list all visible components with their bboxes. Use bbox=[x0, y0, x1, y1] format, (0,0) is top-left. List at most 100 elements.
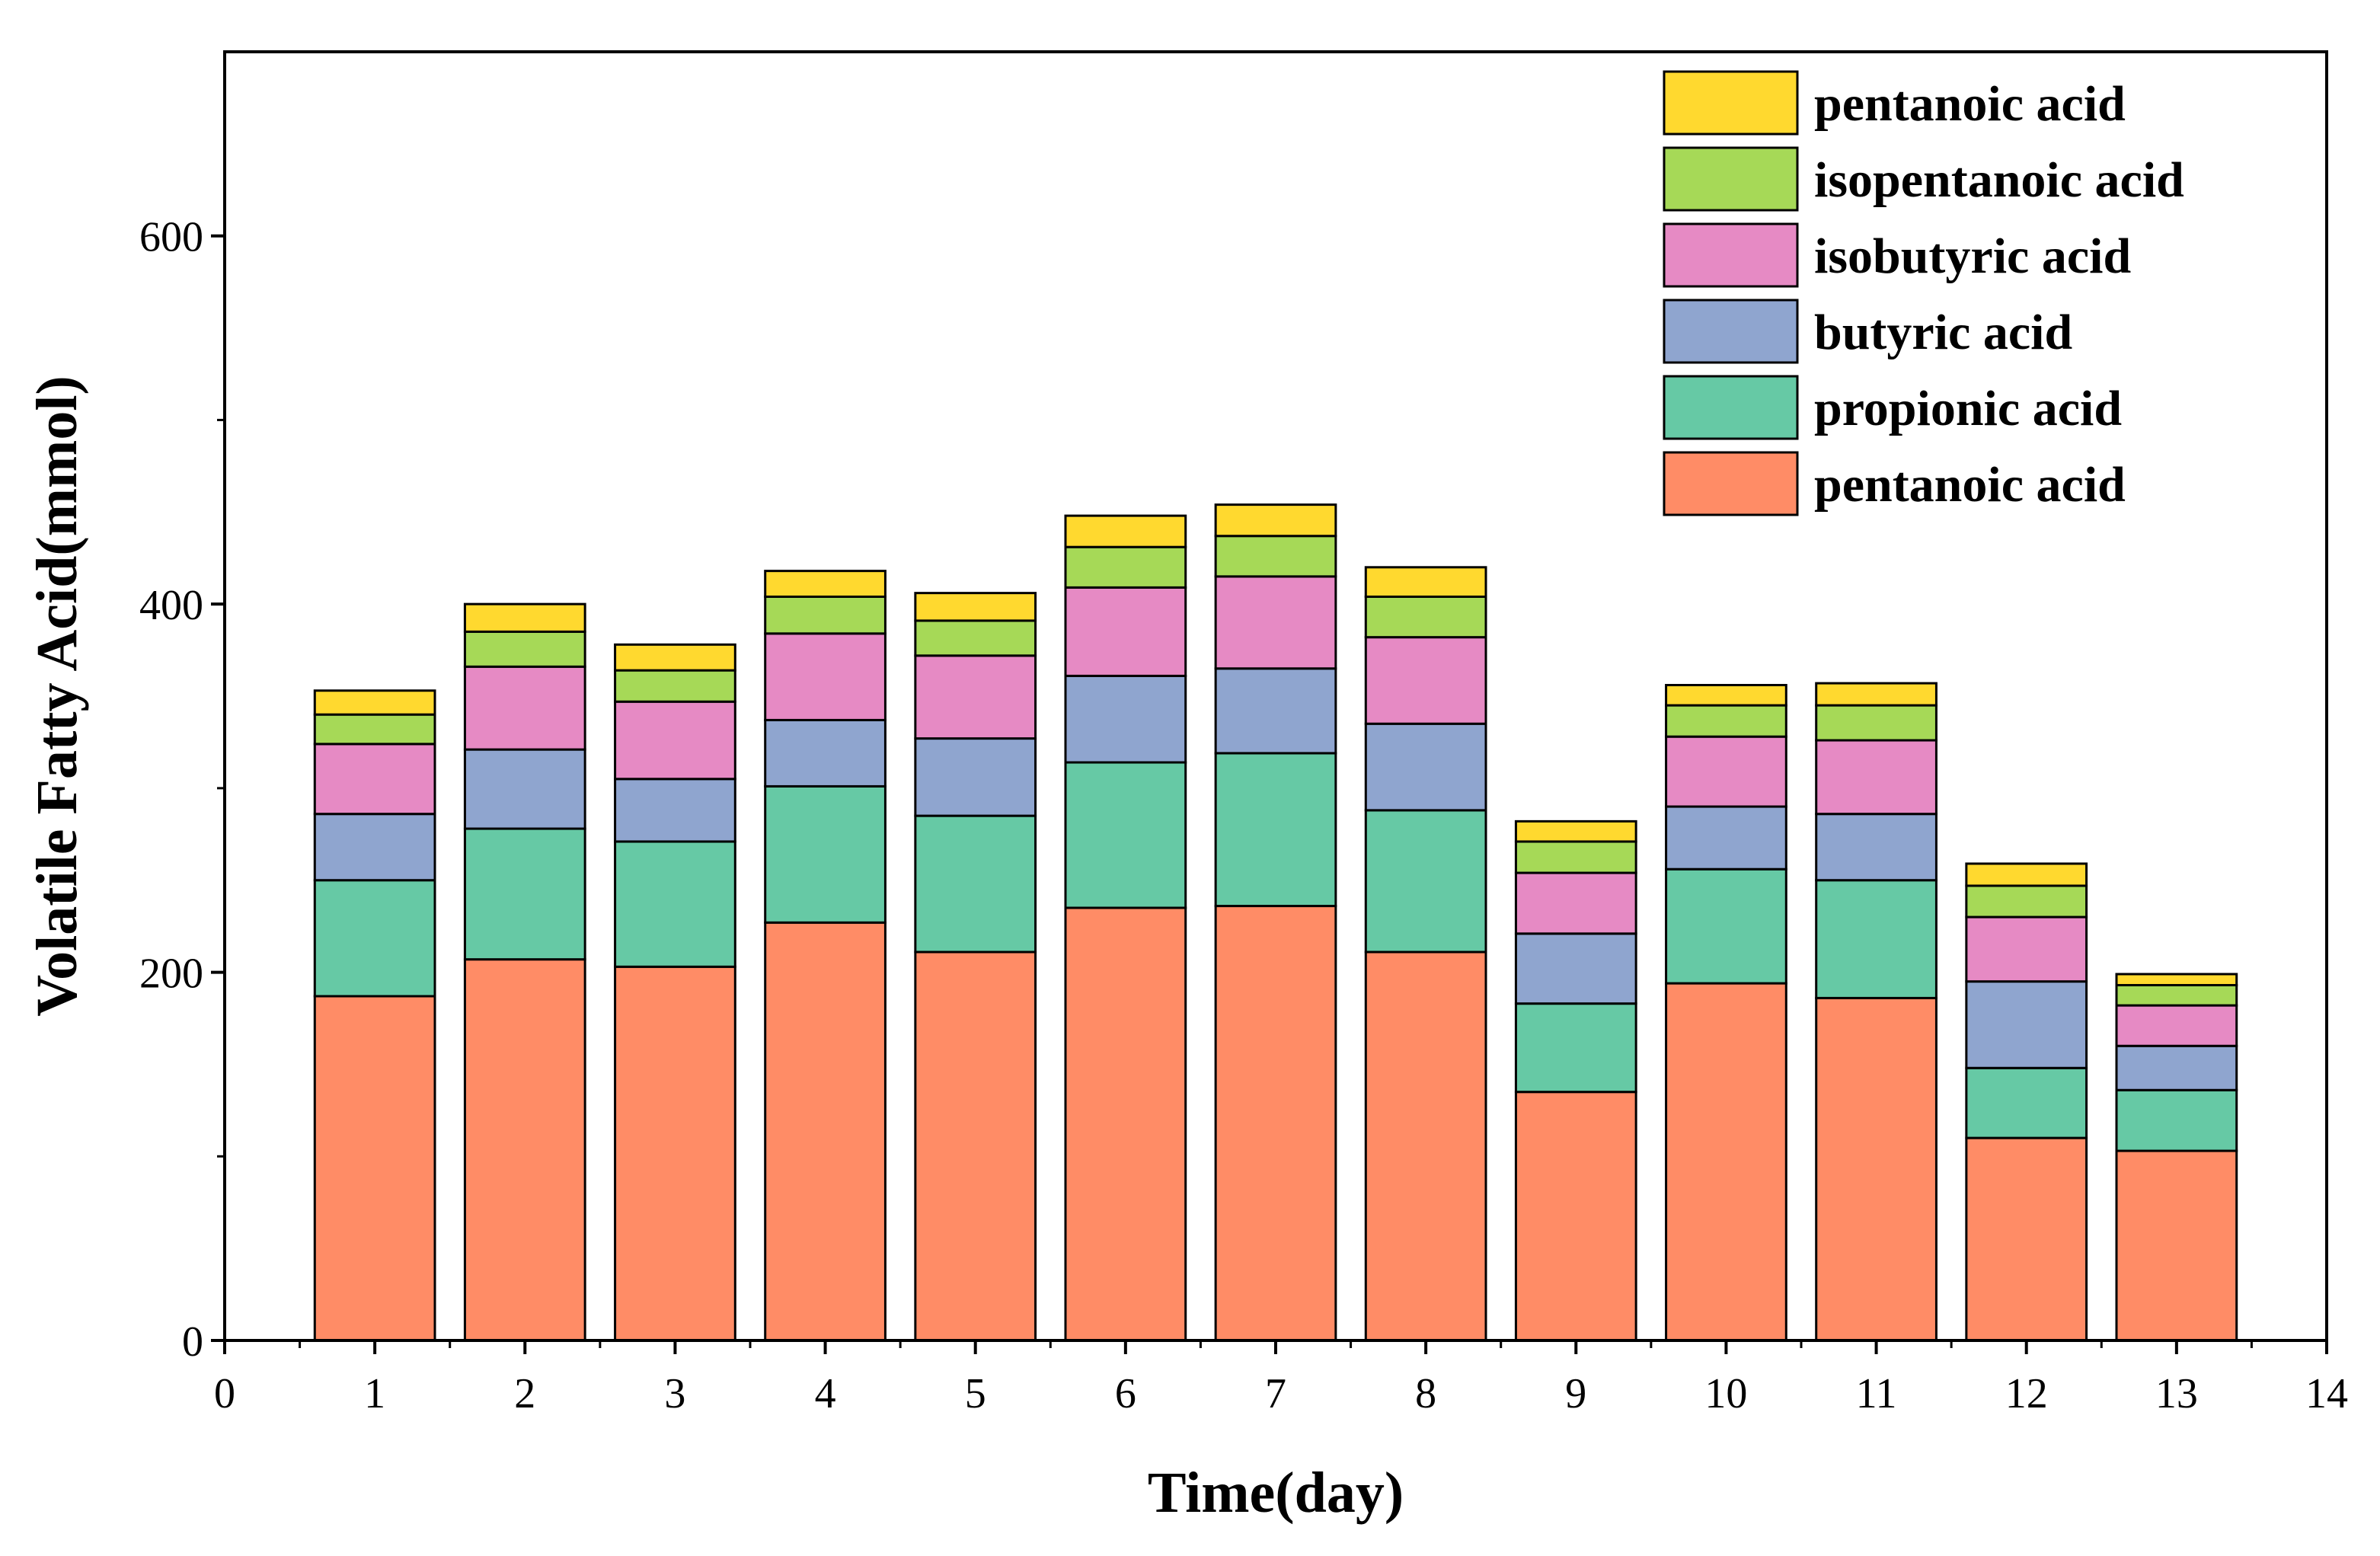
bar-day-5-series-4 bbox=[914, 654, 1037, 740]
legend-label: butyric acid bbox=[1814, 305, 2072, 360]
bar-day-3-series-4 bbox=[614, 700, 736, 781]
legend-label: pentanoic acid bbox=[1814, 76, 2126, 132]
bar-day-12-series-1 bbox=[1965, 1136, 2088, 1342]
legend-swatch bbox=[1663, 451, 1799, 516]
x-tick-label: 5 bbox=[965, 1370, 986, 1417]
bar-day-4-series-3 bbox=[764, 718, 887, 788]
legend-swatch bbox=[1663, 375, 1799, 440]
bar-day-7-series-1 bbox=[1214, 905, 1337, 1342]
bar-day-7-series-2 bbox=[1214, 752, 1337, 908]
bar-day-2-series-5 bbox=[463, 630, 586, 668]
bar-day-4-series-1 bbox=[764, 921, 887, 1342]
bar-day-1-series-6 bbox=[313, 689, 436, 716]
bar-day-12-series-3 bbox=[1965, 980, 2088, 1069]
bar-day-7-series-4 bbox=[1214, 575, 1337, 670]
bar-day-5-series-5 bbox=[914, 619, 1037, 657]
x-tick-label: 11 bbox=[1856, 1370, 1897, 1417]
bar-day-8-series-3 bbox=[1364, 722, 1487, 812]
bar-day-12-series-2 bbox=[1965, 1066, 2088, 1139]
bar-day-13-series-3 bbox=[2115, 1044, 2238, 1091]
bar-day-9-series-5 bbox=[1514, 840, 1637, 874]
bar-day-8-series-1 bbox=[1364, 951, 1487, 1342]
x-tick-label: 7 bbox=[1265, 1370, 1286, 1417]
bar-day-2-series-3 bbox=[463, 748, 586, 830]
bar-day-2-series-6 bbox=[463, 602, 586, 633]
bar-day-5-series-2 bbox=[914, 814, 1037, 954]
bar-day-2-series-2 bbox=[463, 827, 586, 961]
legend-swatch bbox=[1663, 299, 1799, 364]
legend: pentanoic acid isopentanoic acid isobutyri… bbox=[1663, 70, 2184, 516]
legend-label: pentanoic acid bbox=[1814, 457, 2126, 513]
bar-day-10-series-6 bbox=[1665, 683, 1787, 707]
legend-swatch bbox=[1663, 146, 1799, 212]
legend-label: isobutyric acid bbox=[1814, 228, 2131, 284]
y-tick-label: 600 bbox=[139, 214, 203, 261]
bar-day-6-series-5 bbox=[1064, 545, 1187, 589]
bar-day-6-series-4 bbox=[1064, 586, 1187, 677]
x-tick-label: 12 bbox=[2005, 1370, 2048, 1417]
legend-label: propionic acid bbox=[1814, 381, 2122, 436]
y-tick-label: 0 bbox=[182, 1318, 203, 1366]
bar-day-3-series-3 bbox=[614, 778, 736, 843]
bar-day-13-series-2 bbox=[2115, 1088, 2238, 1152]
legend-label: isopentanoic acid bbox=[1814, 152, 2184, 208]
bar-day-4-series-5 bbox=[764, 595, 887, 635]
bar-day-3-series-2 bbox=[614, 840, 736, 968]
bar-day-4-series-4 bbox=[764, 632, 887, 721]
bar-day-7-series-6 bbox=[1214, 503, 1337, 538]
bar-day-11-series-1 bbox=[1815, 996, 1938, 1342]
bar-day-1-series-3 bbox=[313, 813, 436, 882]
bar-day-2-series-1 bbox=[463, 958, 586, 1342]
bar-day-6-series-1 bbox=[1064, 906, 1187, 1342]
bar-day-5-series-1 bbox=[914, 951, 1037, 1342]
bar-day-9-series-3 bbox=[1514, 932, 1637, 1005]
bar-day-12-series-6 bbox=[1965, 862, 2088, 887]
legend-swatch bbox=[1663, 222, 1799, 288]
bar-day-7-series-3 bbox=[1214, 667, 1337, 755]
x-tick-label: 1 bbox=[364, 1370, 385, 1417]
bar-day-1-series-4 bbox=[313, 743, 436, 816]
bar-day-9-series-2 bbox=[1514, 1002, 1637, 1094]
legend-swatch bbox=[1663, 70, 1799, 136]
bar-day-11-series-2 bbox=[1815, 879, 1938, 999]
bar-day-10-series-5 bbox=[1665, 704, 1787, 738]
bar-day-12-series-5 bbox=[1965, 884, 2088, 919]
bar-day-3-series-6 bbox=[614, 643, 736, 672]
bar-day-5-series-3 bbox=[914, 737, 1037, 817]
bar-day-1-series-2 bbox=[313, 879, 436, 998]
bar-day-11-series-3 bbox=[1815, 813, 1938, 882]
y-tick-label: 400 bbox=[139, 582, 203, 629]
x-tick-label: 14 bbox=[2305, 1370, 2348, 1417]
x-tick-label: 10 bbox=[1704, 1370, 1747, 1417]
bar-day-3-series-5 bbox=[614, 669, 736, 703]
x-tick-label: 3 bbox=[664, 1370, 685, 1417]
bar-day-10-series-3 bbox=[1665, 805, 1787, 871]
x-tick-label: 2 bbox=[514, 1370, 535, 1417]
x-tick-label: 13 bbox=[2155, 1370, 2198, 1417]
bar-day-6-series-6 bbox=[1064, 514, 1187, 548]
bar-day-6-series-3 bbox=[1064, 674, 1187, 764]
bar-day-11-series-6 bbox=[1815, 682, 1938, 707]
bar-day-2-series-4 bbox=[463, 665, 586, 751]
bar-day-4-series-2 bbox=[764, 784, 887, 924]
bar-day-5-series-6 bbox=[914, 592, 1037, 622]
bar-day-13-series-1 bbox=[2115, 1149, 2238, 1342]
bar-day-8-series-2 bbox=[1364, 809, 1487, 954]
bar-day-1-series-1 bbox=[313, 995, 436, 1342]
bar-day-7-series-5 bbox=[1214, 535, 1337, 578]
x-tick-label: 9 bbox=[1565, 1370, 1586, 1417]
bar-day-12-series-4 bbox=[1965, 915, 2088, 983]
bars-layer bbox=[313, 503, 2238, 1342]
bar-day-10-series-1 bbox=[1665, 982, 1787, 1342]
bar-day-10-series-4 bbox=[1665, 735, 1787, 808]
bar-day-9-series-1 bbox=[1514, 1091, 1637, 1342]
bar-day-13-series-6 bbox=[2115, 973, 2238, 986]
y-axis-title: Volatile Fatty Acid(mmol) bbox=[25, 375, 89, 1017]
bar-day-8-series-4 bbox=[1364, 636, 1487, 725]
x-tick-label: 8 bbox=[1415, 1370, 1436, 1417]
bar-day-8-series-5 bbox=[1364, 595, 1487, 639]
bar-day-13-series-5 bbox=[2115, 983, 2238, 1007]
bar-day-4-series-6 bbox=[764, 570, 887, 598]
